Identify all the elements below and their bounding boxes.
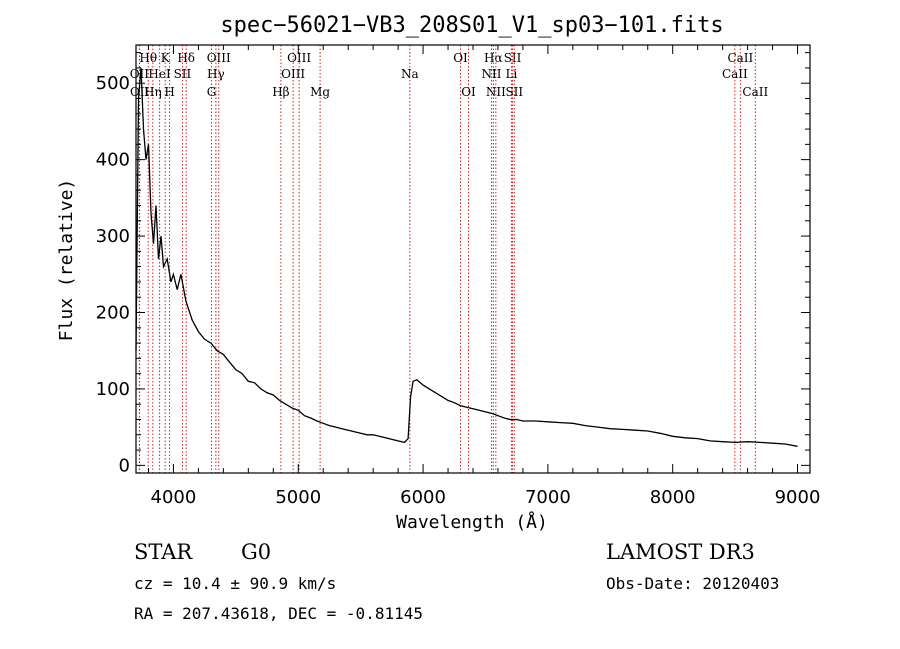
spectral-line-label: K [161, 51, 171, 65]
spectral-line-label: Hη [144, 85, 162, 99]
spectral-line-label: OI [461, 85, 476, 99]
spectral-line-label: CaII [727, 51, 753, 65]
spectral-line-label: NII [486, 85, 506, 99]
survey-label: LAMOST DR3 [606, 540, 755, 564]
axis-ticks-layer: 4000 5000 6000 7000 8000 9000 0 100 200 300 400 500 [96, 45, 821, 508]
object-class: STAR [134, 540, 193, 564]
y-tick-label: 500 [96, 73, 130, 94]
spectral-line-label: Mg [310, 85, 330, 99]
spectral-line-label: OI [453, 51, 468, 65]
flux-series-line [135, 67, 798, 447]
x-tick-label: 5000 [275, 487, 321, 508]
x-tick-label: 6000 [400, 487, 446, 508]
spectral-line-label: Hβ [272, 85, 289, 99]
x-tick-label: 4000 [151, 487, 197, 508]
chart-title: spec−56021−VB3_208S01_V1_sp03−101.fits [220, 13, 723, 38]
spectral-line-label: Li [506, 67, 518, 81]
object-subclass: G0 [241, 540, 271, 564]
spectral-line-label: OIII [287, 51, 311, 65]
y-axis-label: Flux (relative) [56, 179, 77, 342]
redshift-text: cz = 10.4 ± 90.9 km/s [134, 574, 336, 593]
spectral-line-label: OIII [207, 51, 231, 65]
spectral-line-label: OIII [281, 67, 305, 81]
spectral-line-label: G [207, 85, 217, 99]
spectral-line-label: H [164, 85, 174, 99]
spectral-line-label: HeI [148, 67, 171, 81]
obs-date-text: Obs-Date: 20120403 [606, 574, 779, 593]
spectral-line-label: OII [130, 85, 150, 99]
y-tick-label: 300 [96, 226, 130, 247]
spectral-line-label: CaII [722, 67, 748, 81]
spectral-line-label: Hγ [207, 67, 225, 81]
y-tick-label: 400 [96, 150, 130, 171]
spectral-line-label: SII [174, 67, 192, 81]
spectral-line-label: Hδ [177, 51, 195, 65]
x-axis-label: Wavelength (Å) [396, 511, 548, 533]
spectral-line-label: CaII [742, 85, 768, 99]
spectral-line-label: SII [504, 51, 522, 65]
y-tick-label: 200 [96, 303, 130, 324]
y-tick-label: 0 [119, 455, 130, 476]
x-tick-label: 7000 [525, 487, 571, 508]
spectral-line-label: NII [481, 67, 501, 81]
spectral-line-label: Hα [484, 51, 503, 65]
radec-text: RA = 207.43618, DEC = -0.81145 [134, 604, 423, 623]
x-tick-label: 8000 [650, 487, 696, 508]
x-tick-label: 9000 [775, 487, 821, 508]
spectral-line-label: SII [505, 85, 523, 99]
spectral-line-label: Na [401, 67, 419, 81]
y-tick-label: 100 [96, 379, 130, 400]
spectral-line-label: Hθ [139, 51, 157, 65]
